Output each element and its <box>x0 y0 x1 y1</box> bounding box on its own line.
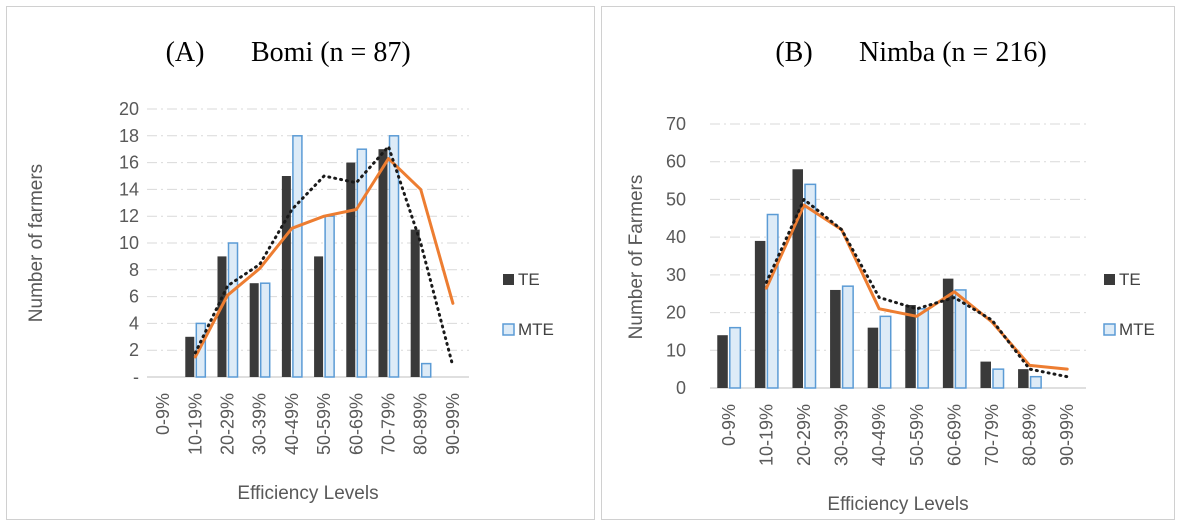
chart-title-letter: (B) <box>775 37 812 68</box>
y-tick-label: 10 <box>666 340 686 360</box>
y-tick-label: 16 <box>119 153 139 173</box>
y-tick-label: 10 <box>119 233 139 253</box>
dotted-trend-line <box>193 145 455 368</box>
bar-te <box>281 176 291 377</box>
bar-mte <box>356 148 368 378</box>
bar-mte <box>195 322 207 378</box>
bar-te <box>717 335 728 388</box>
x-tick-label: 0-9% <box>719 404 739 446</box>
dotted-trend-line <box>764 197 1069 379</box>
bar-mte <box>804 183 817 389</box>
bar-te <box>185 336 195 377</box>
x-tick-label: 90-99% <box>1057 404 1077 466</box>
x-tick-label: 20-29% <box>218 393 238 455</box>
x-tick-label: 30-39% <box>250 393 270 455</box>
chart-svg-bomi: (A) Bomi (n = 87) - 2 4 6 8 10 12 14 16 18 20 Number … <box>26 37 554 504</box>
y-tick-label: 40 <box>666 227 686 247</box>
bar-te <box>905 305 916 388</box>
legend-swatch-mte <box>1103 323 1116 336</box>
bar-te <box>249 283 259 377</box>
legend-swatch-te <box>1104 274 1115 285</box>
x-tick-label: 40-49% <box>282 393 302 455</box>
bar-te <box>830 289 841 388</box>
x-axis-title: Efficiency Levels <box>827 494 968 515</box>
chart-title-letter: (A) <box>166 37 205 68</box>
y-axis-title: Number of Farmers <box>626 175 647 340</box>
bar-mte <box>766 213 779 389</box>
x-tick-label: 50-59% <box>907 404 927 466</box>
y-tick-label: 20 <box>666 303 686 323</box>
x-tick-label: 30-39% <box>832 404 852 466</box>
bar-mte <box>388 135 400 378</box>
y-tick-label: - <box>133 367 139 387</box>
y-tick-label: 60 <box>666 152 686 172</box>
x-tick-label: 10-19% <box>756 404 776 466</box>
bar-mte <box>324 215 335 378</box>
x-tick-label: 70-79% <box>982 404 1002 466</box>
y-tick-label: 8 <box>129 260 139 280</box>
y-tick-label: 4 <box>129 313 139 333</box>
bar-mte <box>729 326 742 389</box>
x-tick-label: 40-49% <box>869 404 889 466</box>
x-tick-label: 0-9% <box>153 393 173 435</box>
bar-mte <box>992 368 1005 389</box>
y-tick-label: 12 <box>119 206 139 226</box>
x-tick-label: 60-69% <box>944 404 964 466</box>
bar-mte <box>259 282 271 378</box>
legend-label-te: TE <box>518 270 540 289</box>
chart-panel-bomi: (A) Bomi (n = 87) - 2 4 6 8 10 12 14 16 18 20 Number … <box>6 6 595 520</box>
y-tick-label: 70 <box>666 114 686 134</box>
bar-te <box>1018 369 1029 388</box>
chart-svg-nimba: (B) Nimba (n = 216) 0 10 20 30 40 50 60 70 Number … <box>626 37 1155 515</box>
chart-title: Bomi (n = 87) <box>251 37 411 68</box>
bar-mte <box>227 242 239 378</box>
chart-title: Nimba (n = 216) <box>859 37 1047 68</box>
y-tick-label: 6 <box>129 287 139 307</box>
bar-te <box>378 149 388 377</box>
bar-te <box>217 256 227 377</box>
legend-swatch-te <box>503 274 514 285</box>
bar-mte <box>1029 375 1042 389</box>
bar-mte <box>420 362 432 378</box>
x-tick-label: 90-99% <box>443 393 463 455</box>
x-tick-label: 70-79% <box>379 393 399 455</box>
bar-te <box>867 327 879 388</box>
y-tick-label: 2 <box>129 340 139 360</box>
legend-label-mte: MTE <box>518 320 554 339</box>
bar-te <box>754 240 766 388</box>
y-tick-label: 30 <box>666 265 686 285</box>
y-tick-label: 50 <box>666 189 686 209</box>
bar-te <box>980 361 991 388</box>
chart-panel-nimba: (B) Nimba (n = 216) 0 10 20 30 40 50 60 70 Number … <box>601 6 1175 520</box>
y-tick-label: 18 <box>119 126 139 146</box>
y-tick-label: 14 <box>119 179 139 199</box>
x-axis-title: Efficiency Levels <box>237 483 378 504</box>
y-axis-title: Number of farmers <box>26 164 47 322</box>
bar-te <box>942 278 954 388</box>
y-tick-label: 20 <box>119 99 139 119</box>
legend-label-te: TE <box>1119 270 1141 289</box>
bar-mte <box>841 285 854 389</box>
x-tick-label: 60-69% <box>346 393 366 455</box>
x-tick-label: 80-89% <box>1020 404 1040 466</box>
bar-mte <box>917 308 930 389</box>
y-tick-label: 0 <box>676 378 686 398</box>
legend-swatch-mte <box>502 323 515 336</box>
x-tick-label: 80-89% <box>411 393 431 455</box>
bar-mte <box>292 135 303 378</box>
bar-te <box>346 162 356 377</box>
bar-te <box>410 229 420 377</box>
bar-te <box>792 169 803 388</box>
x-tick-label: 10-19% <box>185 393 205 455</box>
legend-label-mte: MTE <box>1119 320 1155 339</box>
bar-mte <box>954 289 967 389</box>
x-tick-label: 20-29% <box>794 404 814 466</box>
x-tick-label: 50-59% <box>314 393 334 455</box>
solid-trend-line <box>193 157 455 359</box>
bar-mte <box>879 315 892 389</box>
bar-te <box>314 256 324 377</box>
